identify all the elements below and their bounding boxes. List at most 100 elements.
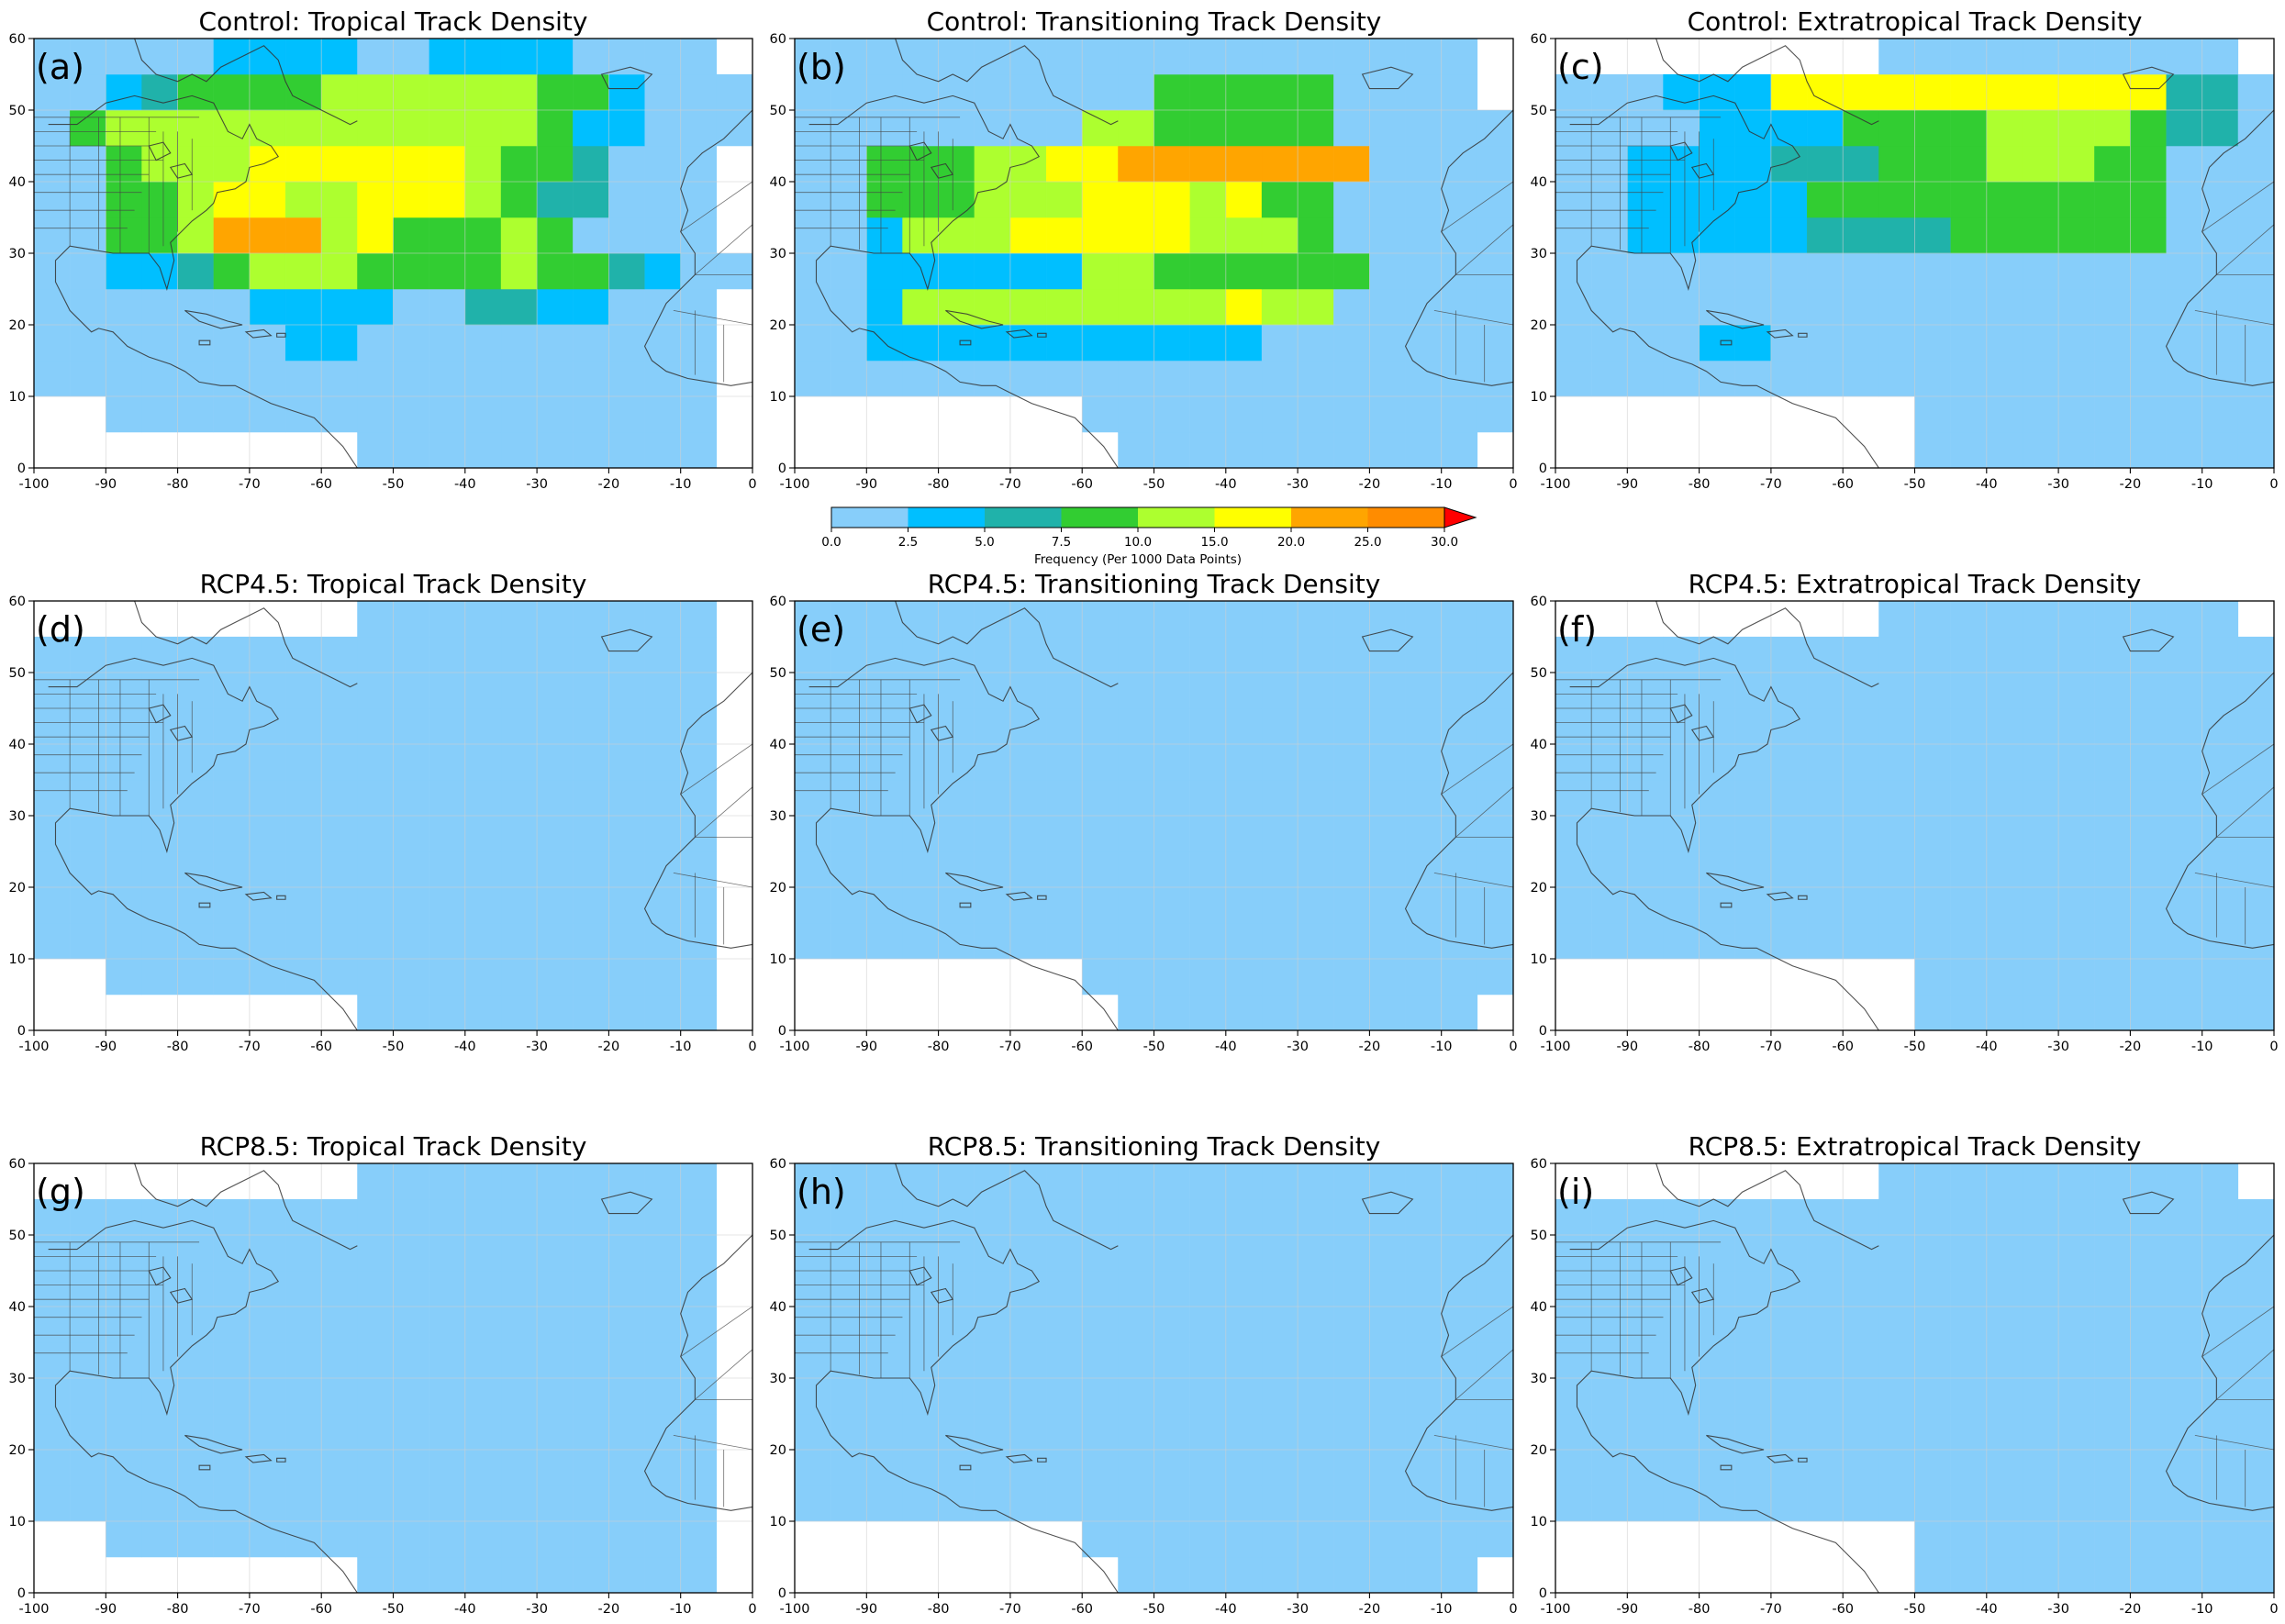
density-cell <box>975 325 1010 361</box>
density-cell <box>141 396 177 432</box>
density-cell <box>939 673 975 708</box>
x-tick-label: -30 <box>2047 477 2069 492</box>
density-cell <box>2130 780 2166 816</box>
density-cell <box>1406 432 1442 468</box>
density-cell <box>1226 1521 1262 1557</box>
density-cell <box>34 1342 70 1378</box>
density-cell <box>1190 217 1226 253</box>
density-cell <box>1369 601 1405 637</box>
density-cell <box>1262 325 1298 361</box>
density-cell <box>1010 361 1046 396</box>
density-cell <box>1735 923 1771 959</box>
density-cell <box>2238 1485 2274 1521</box>
density-cell <box>1298 1485 1333 1521</box>
x-tick-label: -50 <box>1143 477 1165 492</box>
density-cell <box>1262 1414 1298 1450</box>
density-cell <box>2094 1307 2130 1342</box>
density-cell <box>975 361 1010 396</box>
map-panel: Control: Transitioning Track Density(b)-… <box>770 6 1518 492</box>
density-cell <box>1369 959 1405 995</box>
density-cell <box>1987 851 2023 887</box>
density-cell <box>1046 1378 1082 1414</box>
density-cell <box>2094 708 2130 744</box>
density-cell <box>1591 1235 1627 1271</box>
density-cell <box>1226 432 1262 468</box>
density-cell <box>1477 1485 1513 1521</box>
density-cell <box>178 923 214 959</box>
density-cell <box>1369 110 1405 146</box>
density-cell <box>1406 708 1442 744</box>
density-cell <box>429 1342 465 1378</box>
density-cell <box>178 1450 214 1485</box>
density-cell <box>1333 1414 1369 1450</box>
density-cell <box>1591 816 1627 851</box>
density-cell <box>1010 253 1046 289</box>
density-cell <box>1406 1485 1442 1521</box>
density-cell <box>1442 74 1477 110</box>
density-cell <box>1663 110 1699 146</box>
density-cell <box>795 253 830 289</box>
density-cell <box>1333 1163 1369 1199</box>
density-cell <box>1771 146 1807 182</box>
density-cell <box>1262 1521 1298 1557</box>
density-cell <box>1915 217 1951 253</box>
density-cell <box>1555 1378 1591 1414</box>
density-cell <box>2167 1199 2202 1235</box>
density-cell <box>2167 361 2202 396</box>
density-cell <box>1190 361 1226 396</box>
density-cell <box>1627 74 1663 110</box>
density-cell <box>429 995 465 1030</box>
density-cell <box>645 959 681 995</box>
density-cell <box>1591 217 1627 253</box>
density-cell <box>1082 637 1118 673</box>
density-cell <box>1190 995 1226 1030</box>
density-cell <box>1154 1521 1190 1557</box>
density-cell <box>2023 253 2058 289</box>
density-cell <box>681 217 717 253</box>
density-cell <box>1807 1485 1843 1521</box>
density-cell <box>1118 182 1154 217</box>
density-cell <box>608 39 644 74</box>
density-cell <box>573 601 608 637</box>
density-cell <box>902 780 938 816</box>
density-cell <box>2238 708 2274 744</box>
density-cell <box>1262 432 1298 468</box>
density-cell <box>1735 1235 1771 1271</box>
density-cell <box>1333 110 1369 146</box>
density-cell <box>394 1271 429 1307</box>
density-cell <box>178 289 214 325</box>
density-cell <box>902 39 938 74</box>
density-cell <box>902 217 938 253</box>
density-cell <box>2023 995 2058 1030</box>
density-cell <box>1987 217 2023 253</box>
density-cell <box>178 1521 214 1557</box>
density-cell <box>537 1271 573 1307</box>
density-cell <box>465 1557 501 1593</box>
density-cell <box>1226 39 1262 74</box>
density-cell <box>1226 361 1262 396</box>
density-cell <box>1118 816 1154 851</box>
density-cell <box>795 1235 830 1271</box>
density-cell <box>1477 361 1513 396</box>
density-cell <box>1627 110 1663 146</box>
density-cell <box>1878 1342 1914 1378</box>
density-cell <box>1118 601 1154 637</box>
density-cell <box>1915 1271 1951 1307</box>
density-cell <box>1154 1271 1190 1307</box>
density-cell <box>573 959 608 995</box>
density-cell <box>2167 1271 2202 1307</box>
density-cell <box>939 1414 975 1450</box>
density-cell <box>70 1235 106 1271</box>
density-cell <box>141 816 177 851</box>
density-cell <box>1298 601 1333 637</box>
density-cell <box>1843 182 1878 217</box>
x-tick-label: 0 <box>2269 1040 2278 1054</box>
density-cell <box>1987 182 2023 217</box>
density-cell <box>250 74 285 110</box>
density-cell <box>321 1271 357 1307</box>
density-cell <box>501 887 537 923</box>
density-cell <box>2094 637 2130 673</box>
density-cell <box>214 1485 250 1521</box>
density-cell <box>141 217 177 253</box>
density-cell <box>1333 1199 1369 1235</box>
